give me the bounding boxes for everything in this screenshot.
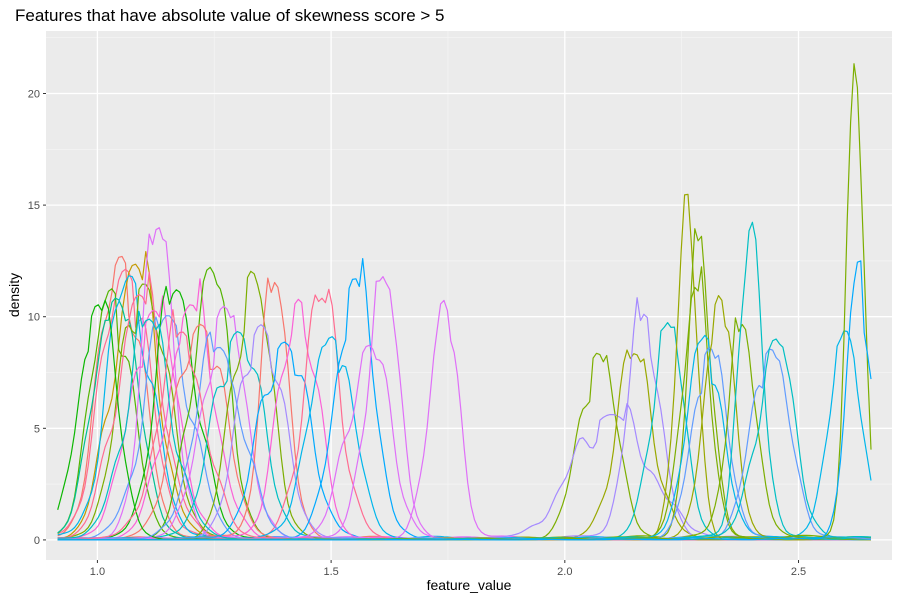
chart-title: Features that have absolute value of ske… <box>15 6 445 25</box>
plot-panel <box>46 31 892 560</box>
x-tick-label: 1.0 <box>90 566 105 578</box>
y-axis-ticks: 0 5 10 15 20 <box>28 88 46 547</box>
density-curve <box>57 260 872 541</box>
density-curves <box>57 63 872 541</box>
major-gridlines <box>46 31 892 560</box>
y-tick-label: 5 <box>34 423 40 435</box>
y-tick-label: 15 <box>28 200 40 212</box>
y-axis-label: density <box>6 273 22 317</box>
y-tick-label: 10 <box>28 312 40 324</box>
x-tick-label: 2.0 <box>557 566 572 578</box>
y-tick-label: 20 <box>28 88 40 100</box>
y-tick-label: 0 <box>34 535 40 547</box>
x-tick-label: 1.5 <box>323 566 338 578</box>
x-axis-label: feature_value <box>427 577 512 593</box>
x-tick-label: 2.5 <box>791 566 806 578</box>
x-axis-ticks: 1.0 1.5 2.0 2.5 <box>90 560 806 578</box>
